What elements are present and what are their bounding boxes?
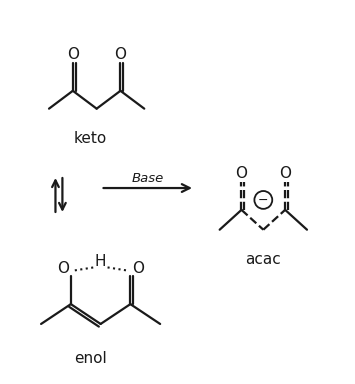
Text: O: O xyxy=(132,261,144,276)
Text: O: O xyxy=(114,46,126,61)
Text: O: O xyxy=(67,46,79,61)
Text: keto: keto xyxy=(74,131,107,146)
Text: O: O xyxy=(57,261,69,276)
Text: H: H xyxy=(95,254,106,269)
Text: Base: Base xyxy=(132,172,164,185)
Text: enol: enol xyxy=(74,351,107,366)
Text: O: O xyxy=(235,166,247,180)
Text: O: O xyxy=(279,166,291,180)
Text: acac: acac xyxy=(245,252,281,267)
Text: −: − xyxy=(258,194,269,207)
